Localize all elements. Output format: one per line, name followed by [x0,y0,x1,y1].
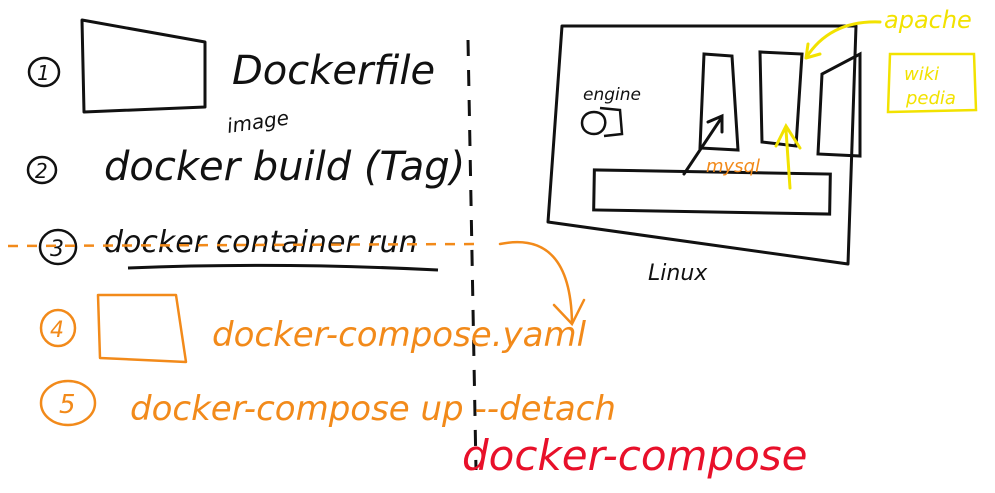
apache-label: apache [884,6,972,34]
step-3-underline [127,263,439,272]
container-3 [816,51,862,158]
vertical-divider [466,39,478,471]
step-3-label: docker container run [104,225,418,260]
step-5: 5 docker-compose up --detach [39,379,616,429]
dockerfile-box [80,18,207,114]
linux-label: Linux [648,261,708,286]
step-3-orange-dash-line [7,242,481,248]
step-2: 2 docker build (Tag) [26,144,465,190]
step-4-number-circle [39,308,77,348]
flow-arrow-to-compose [498,240,586,327]
apache-arrow [804,20,882,60]
mysql-label: mysql [706,156,760,177]
compose-file-box [96,293,188,364]
step-3: 3 docker container run [7,225,586,327]
step-5-label: docker-compose up --detach [130,389,616,429]
step-4-label: docker-compose.yaml [212,315,587,355]
wiki-label: wiki [904,64,939,85]
step-1-number-circle [27,56,61,88]
container-2 [758,50,804,148]
step-3-number: 3 [50,237,64,262]
docker-compose-label: docker-compose [462,431,808,480]
step-1-label: Dockerfile [232,48,435,94]
mysql-yellow-arrow [774,122,802,190]
step-2-number: 2 [35,159,48,183]
image-annotation: image [225,106,290,138]
pedia-label: pedia [905,88,956,109]
step-4-number: 4 [50,318,64,343]
step-1: 1 Dockerfile [27,18,435,114]
engine-label: engine [583,85,641,105]
step-2-number-circle [26,155,58,185]
engine-icon [580,106,624,138]
step-5-number-circle [39,379,97,427]
mysql-arrow [682,113,724,176]
engine-base-bar [592,168,832,216]
step-3-number-circle [38,228,78,266]
step-2-label: docker build (Tag) [104,144,465,190]
step-4: 4 docker-compose.yaml [39,293,587,364]
linux-host-box [546,24,858,266]
host-diagram: Linux engine mysql apache wiki pedia [546,6,978,286]
container-1 [698,52,740,152]
step-1-number: 1 [37,61,50,85]
wikipedia-box [886,52,978,114]
step-5-number: 5 [59,390,76,420]
